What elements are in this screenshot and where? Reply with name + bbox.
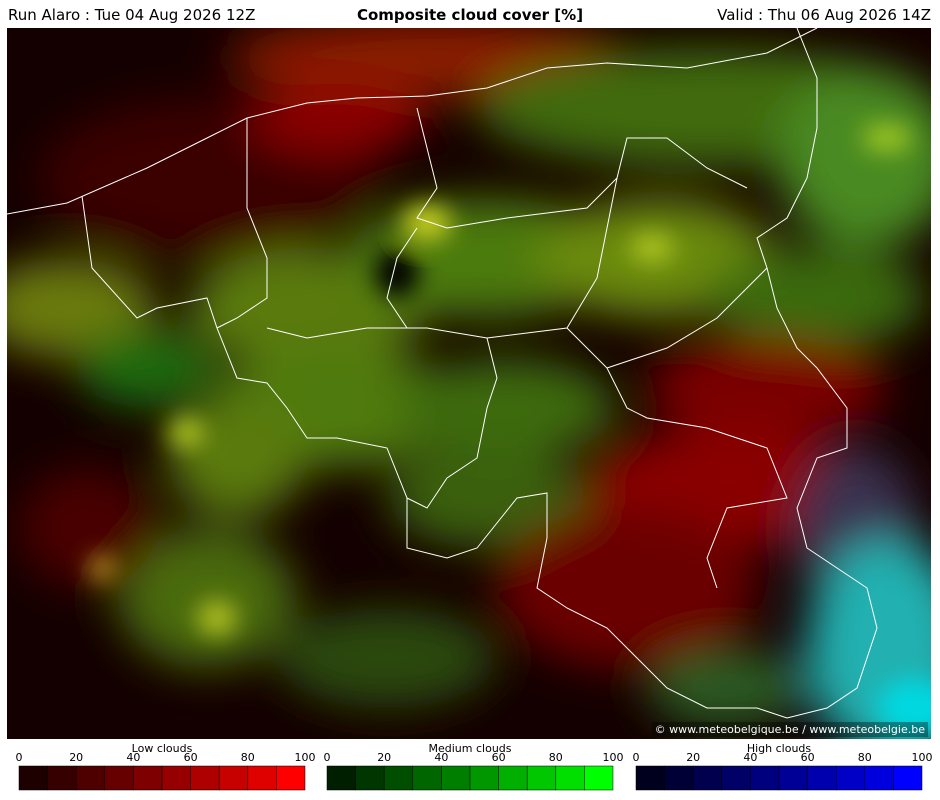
legend-swatch xyxy=(526,765,557,791)
credit: © www.meteobelgique.be / www.meteobelgie… xyxy=(651,722,928,737)
legend-swatch xyxy=(778,765,808,791)
legend-swatch xyxy=(18,765,48,791)
legend-tick-label: 0 xyxy=(16,751,23,764)
legend-swatch xyxy=(555,765,585,791)
legend-tick-label: 20 xyxy=(686,751,700,764)
legend-swatch xyxy=(326,765,356,791)
legend-swatch xyxy=(864,765,894,791)
legend-swatch xyxy=(190,765,220,791)
legend-swatch xyxy=(383,765,414,791)
legend-tick-label: 0 xyxy=(324,751,331,764)
legend-swatch xyxy=(104,765,134,791)
legend-tick-label: 100 xyxy=(603,751,624,764)
legend-label: High clouds xyxy=(747,742,812,755)
legend-swatch xyxy=(692,765,723,791)
legend-swatch xyxy=(835,765,866,791)
cloud-map xyxy=(7,28,931,739)
legend-swatch xyxy=(498,765,528,791)
legend-tick-label: 40 xyxy=(434,751,448,764)
legend-tick-label: 100 xyxy=(912,751,933,764)
legend-swatch xyxy=(276,765,306,791)
legend-swatch xyxy=(355,765,385,791)
legend-swatch xyxy=(664,765,694,791)
legend-swatch xyxy=(218,765,249,791)
legend-tick-label: 60 xyxy=(184,751,198,764)
legend-swatch xyxy=(469,765,499,791)
legend-swatch xyxy=(161,765,191,791)
legend-tick-label: 80 xyxy=(241,751,255,764)
map-title: Composite cloud cover [%] xyxy=(356,6,584,24)
legend-tick-label: 20 xyxy=(377,751,391,764)
legend: Low clouds 0 20 40 60 80 100 Medium clouds 0 20 40… xyxy=(16,742,933,791)
legend-tick-label: 20 xyxy=(69,751,83,764)
legend-tick-label: 80 xyxy=(858,751,872,764)
legend-swatch xyxy=(47,765,77,791)
run-label: Run Alaro : Tue 04 Aug 2026 12Z xyxy=(8,6,256,24)
legend-swatch xyxy=(133,765,163,791)
legend-tick-label: 80 xyxy=(549,751,563,764)
legend-swatch xyxy=(721,765,751,791)
legend-tick-label: 60 xyxy=(492,751,506,764)
legend-tick-label: 40 xyxy=(126,751,140,764)
legend-swatch xyxy=(412,765,442,791)
legend-tick-label: 100 xyxy=(295,751,316,764)
valid-label: Valid : Thu 06 Aug 2026 14Z xyxy=(717,6,931,24)
legend-swatch xyxy=(750,765,780,791)
legend-tick-label: 0 xyxy=(633,751,640,764)
legend-swatch xyxy=(893,765,923,791)
legend-swatch xyxy=(635,765,665,791)
legend-swatch xyxy=(441,765,471,791)
legend-label: Medium clouds xyxy=(429,742,512,755)
legend-swatch xyxy=(75,765,106,791)
legend-tick-label: 40 xyxy=(743,751,757,764)
legend-swatch xyxy=(807,765,837,791)
legend-label: Low clouds xyxy=(132,742,193,755)
legend-swatch xyxy=(584,765,614,791)
legend-tick-label: 60 xyxy=(801,751,815,764)
legend-swatch xyxy=(247,765,277,791)
